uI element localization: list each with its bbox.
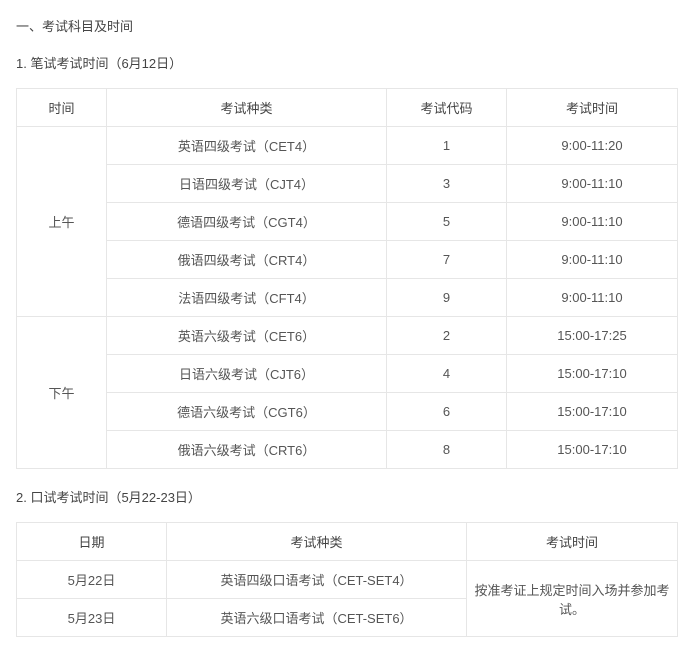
exam-time: 9:00-11:10 [507,241,678,279]
exam-code: 3 [387,165,507,203]
table-row: 德语四级考试（CGT4） 5 9:00-11:10 [17,203,678,241]
exam-code: 5 [387,203,507,241]
header-code: 考试代码 [387,89,507,127]
exam-time: 9:00-11:10 [507,165,678,203]
period-morning: 上午 [17,127,107,317]
exam-type: 日语六级考试（CJT6） [107,355,387,393]
table-row: 俄语六级考试（CRT6） 8 15:00-17:10 [17,431,678,469]
oral-exam-table: 日期 考试种类 考试时间 5月22日 英语四级口语考试（CET-SET4） 按准… [16,522,678,637]
exam-time: 9:00-11:10 [507,203,678,241]
exam-type: 日语四级考试（CJT4） [107,165,387,203]
exam-date: 5月23日 [17,599,167,637]
table-header-row: 时间 考试种类 考试代码 考试时间 [17,89,678,127]
exam-type: 英语六级口语考试（CET-SET6） [167,599,467,637]
exam-time: 9:00-11:10 [507,279,678,317]
exam-code: 6 [387,393,507,431]
table-row: 日语四级考试（CJT4） 3 9:00-11:10 [17,165,678,203]
header-type: 考试种类 [107,89,387,127]
exam-type: 英语四级口语考试（CET-SET4） [167,561,467,599]
exam-time: 15:00-17:10 [507,355,678,393]
exam-type: 德语六级考试（CGT6） [107,393,387,431]
header-date: 日期 [17,523,167,561]
table-header-row: 日期 考试种类 考试时间 [17,523,678,561]
table-row: 俄语四级考试（CRT4） 7 9:00-11:10 [17,241,678,279]
exam-code: 8 [387,431,507,469]
period-afternoon: 下午 [17,317,107,469]
exam-type: 俄语四级考试（CRT4） [107,241,387,279]
exam-code: 7 [387,241,507,279]
table-row: 上午 英语四级考试（CET4） 1 9:00-11:20 [17,127,678,165]
exam-type: 德语四级考试（CGT4） [107,203,387,241]
exam-time: 15:00-17:25 [507,317,678,355]
header-period: 时间 [17,89,107,127]
exam-code: 2 [387,317,507,355]
exam-type: 英语四级考试（CET4） [107,127,387,165]
oral-exam-title: 2. 口试考试时间（5月22-23日） [16,487,678,506]
table-row: 德语六级考试（CGT6） 6 15:00-17:10 [17,393,678,431]
exam-type: 英语六级考试（CET6） [107,317,387,355]
table-row: 日语六级考试（CJT6） 4 15:00-17:10 [17,355,678,393]
table-row: 法语四级考试（CFT4） 9 9:00-11:10 [17,279,678,317]
exam-code: 1 [387,127,507,165]
table-row: 5月22日 英语四级口语考试（CET-SET4） 按准考证上规定时间入场并参加考… [17,561,678,599]
exam-date: 5月22日 [17,561,167,599]
written-exam-title: 1. 笔试考试时间（6月12日） [16,53,678,72]
exam-time: 9:00-11:20 [507,127,678,165]
exam-time: 15:00-17:10 [507,431,678,469]
exam-time: 15:00-17:10 [507,393,678,431]
header-type: 考试种类 [167,523,467,561]
exam-type: 俄语六级考试（CRT6） [107,431,387,469]
exam-code: 9 [387,279,507,317]
main-heading: 一、考试科目及时间 [16,16,678,35]
exam-type: 法语四级考试（CFT4） [107,279,387,317]
written-exam-table: 时间 考试种类 考试代码 考试时间 上午 英语四级考试（CET4） 1 9:00… [16,88,678,469]
exam-note: 按准考证上规定时间入场并参加考试。 [467,561,678,637]
header-time: 考试时间 [507,89,678,127]
exam-code: 4 [387,355,507,393]
table-row: 下午 英语六级考试（CET6） 2 15:00-17:25 [17,317,678,355]
header-time: 考试时间 [467,523,678,561]
